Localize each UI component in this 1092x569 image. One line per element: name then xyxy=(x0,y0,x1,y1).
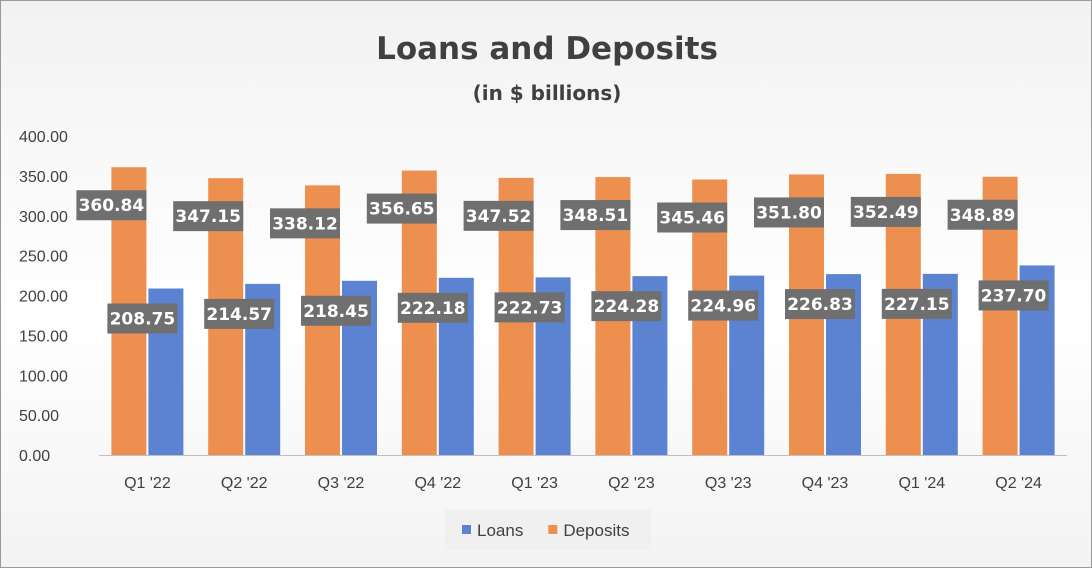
y-tick-label: 50.00 xyxy=(19,408,59,425)
legend-swatch xyxy=(462,525,471,534)
data-label-loans: 224.28 xyxy=(591,291,662,322)
x-tick-label: Q2 '22 xyxy=(221,475,268,492)
data-label-deposits: 348.89 xyxy=(947,199,1018,230)
data-label-loans: 227.15 xyxy=(881,288,952,319)
legend-item: Deposits xyxy=(548,521,629,540)
data-label-loans-box xyxy=(881,288,952,319)
y-tick-label: 300.00 xyxy=(19,209,68,226)
data-label-deposits-box xyxy=(850,196,921,227)
data-label-deposits-box xyxy=(366,193,437,224)
x-tick-label: Q1 '23 xyxy=(511,475,558,492)
legend-swatch xyxy=(548,525,558,534)
data-label-loans-text: 224.96 xyxy=(690,297,756,317)
data-label-deposits-box xyxy=(947,199,1018,230)
data-label-loans-text: 224.28 xyxy=(594,297,660,317)
data-label-loans-box xyxy=(591,291,662,322)
y-axis: 0.00 50.00 100.00 150.00 200.00 250.00 300.00 3… xyxy=(19,129,68,465)
data-label-loans-box xyxy=(785,289,855,320)
data-label-deposits-text: 360.84 xyxy=(79,196,145,216)
x-axis: Q1 '22 Q2 '22 Q3 '22 Q4 '22 Q1 '23 Q2 '23 Q3 '… xyxy=(124,475,1042,492)
legend-label: Deposits xyxy=(563,521,629,540)
data-label-loans-text: 208.75 xyxy=(110,310,176,330)
data-label-deposits: 356.65 xyxy=(366,193,437,224)
data-label-deposits-text: 348.51 xyxy=(563,206,629,226)
x-tick-label: Q3 '23 xyxy=(705,475,752,492)
data-label-loans: 224.96 xyxy=(688,290,759,321)
data-label-deposits-box xyxy=(76,190,147,221)
data-label-loans: 226.83 xyxy=(785,289,855,320)
chart-subtitle: (in $ billions) xyxy=(473,81,622,105)
data-label-deposits: 345.46 xyxy=(657,202,728,233)
data-label-loans: 222.73 xyxy=(494,292,565,323)
y-tick-label: 200.00 xyxy=(19,289,68,306)
data-label-loans-box xyxy=(494,292,565,323)
y-tick-label: 350.00 xyxy=(19,169,68,186)
data-label-deposits: 360.84 xyxy=(76,190,147,221)
data-label-loans: 222.18 xyxy=(397,292,468,323)
data-label-loans-text: 222.73 xyxy=(497,298,563,318)
data-label-loans-text: 218.45 xyxy=(303,302,369,322)
data-label-deposits-box xyxy=(754,197,824,228)
y-tick-label: 100.00 xyxy=(19,368,68,385)
data-label-deposits: 352.49 xyxy=(850,196,921,227)
data-label-loans-box xyxy=(204,298,275,329)
data-label-loans-box xyxy=(301,295,371,326)
data-label-deposits-box xyxy=(560,200,631,231)
data-label-deposits: 347.52 xyxy=(463,200,534,231)
data-label-deposits: 351.80 xyxy=(754,197,824,228)
data-label-deposits-box xyxy=(270,208,340,239)
data-label-deposits: 347.15 xyxy=(173,201,244,232)
x-tick-label: Q2 '23 xyxy=(608,475,655,492)
legend-label: Loans xyxy=(477,521,523,540)
data-label-loans-text: 214.57 xyxy=(206,305,272,325)
y-tick-label: 0.00 xyxy=(19,448,50,465)
data-label-deposits-text: 347.52 xyxy=(466,207,532,227)
data-label-loans-text: 227.15 xyxy=(884,295,950,315)
data-label-loans-text: 222.18 xyxy=(400,299,466,319)
data-label-deposits-text: 338.12 xyxy=(272,214,338,234)
x-tick-label: Q3 '22 xyxy=(318,475,365,492)
data-label-deposits-box xyxy=(173,201,244,232)
x-tick-label: Q2 '24 xyxy=(995,475,1042,492)
legend: Loans Deposits xyxy=(445,510,651,550)
data-label-loans-box xyxy=(688,290,759,321)
data-label-loans-box xyxy=(107,303,178,334)
y-tick-label: 250.00 xyxy=(19,249,68,266)
data-label-deposits-text: 348.89 xyxy=(950,206,1016,226)
data-label-deposits-text: 356.65 xyxy=(369,200,435,220)
data-label-deposits-text: 351.80 xyxy=(756,203,822,223)
x-tick-label: Q4 '22 xyxy=(414,475,461,492)
data-label-loans: 237.70 xyxy=(978,280,1049,311)
data-label-loans-box xyxy=(978,280,1049,311)
data-labels: 360.84 208.75 347.15 214.57 338.12 218.45 356.… xyxy=(76,190,1049,334)
data-label-deposits-box xyxy=(657,202,728,233)
data-label-loans-text: 226.83 xyxy=(787,295,853,315)
y-tick-label: 400.00 xyxy=(19,129,68,146)
legend-item: Loans xyxy=(462,521,523,540)
x-tick-label: Q1 '22 xyxy=(124,475,171,492)
y-tick-label: 150.00 xyxy=(19,328,68,345)
data-label-deposits-text: 345.46 xyxy=(659,208,725,228)
data-label-loans: 214.57 xyxy=(204,298,275,329)
data-label-loans-text: 237.70 xyxy=(981,286,1047,306)
data-label-loans: 208.75 xyxy=(107,303,178,334)
data-label-loans: 218.45 xyxy=(301,295,371,326)
data-label-deposits-text: 352.49 xyxy=(853,203,919,223)
data-label-deposits: 348.51 xyxy=(560,200,631,231)
data-label-deposits-box xyxy=(463,200,534,231)
legend-box xyxy=(445,510,651,550)
data-label-deposits: 338.12 xyxy=(270,208,340,239)
data-label-loans-box xyxy=(397,292,468,323)
chart-title: Loans and Deposits xyxy=(376,31,718,67)
data-label-deposits-text: 347.15 xyxy=(175,207,241,227)
x-tick-label: Q1 '24 xyxy=(898,475,945,492)
x-tick-label: Q4 '23 xyxy=(802,475,849,492)
